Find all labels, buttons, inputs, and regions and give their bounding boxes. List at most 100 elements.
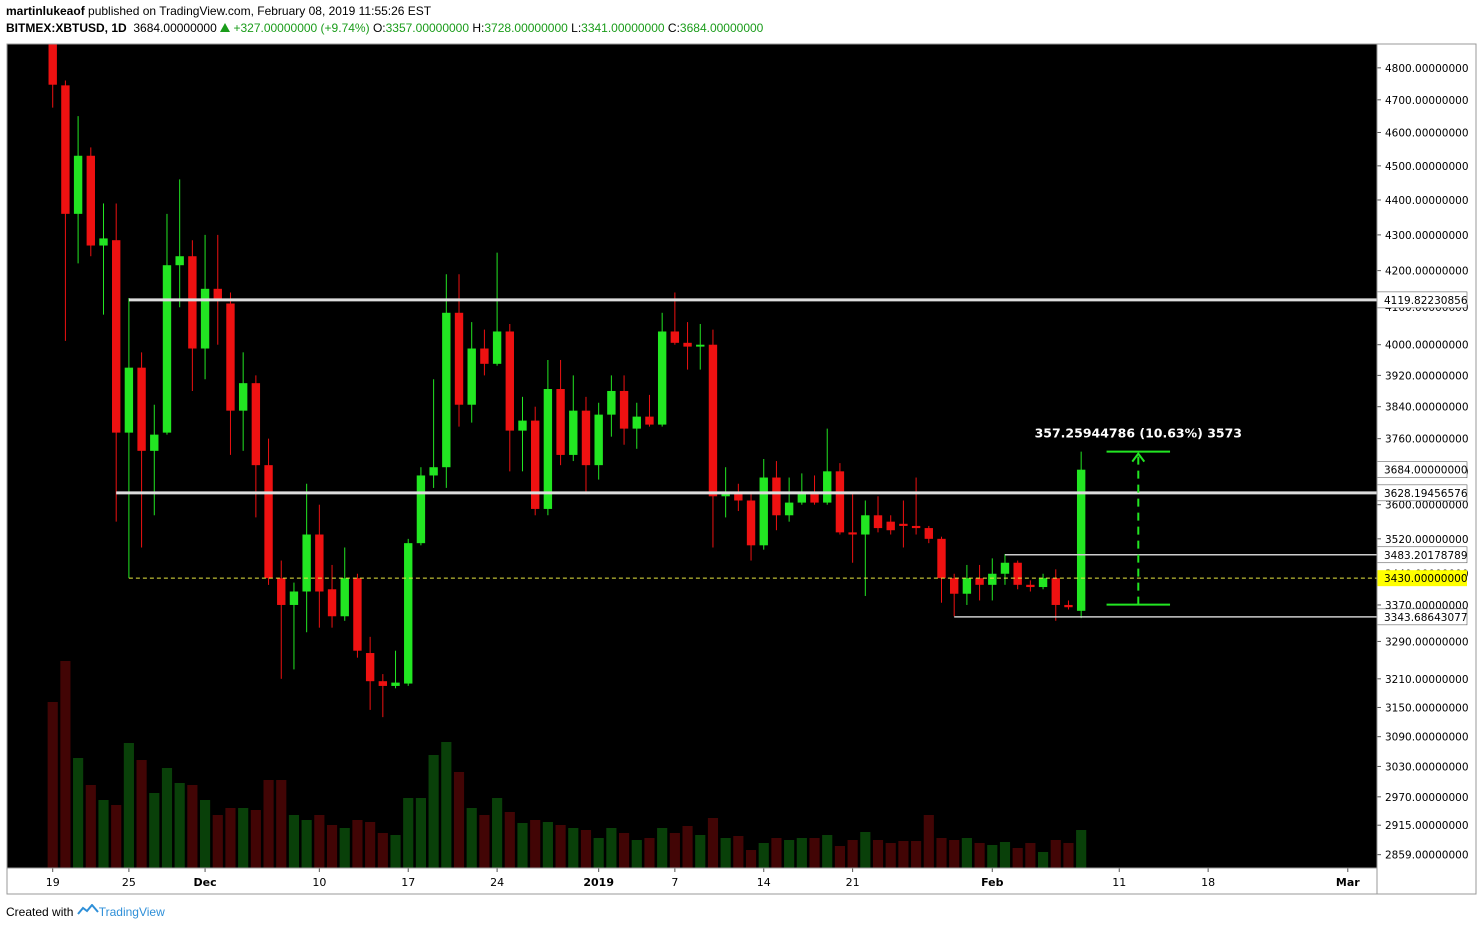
candle-body: [213, 288, 222, 300]
volume-bar: [60, 661, 71, 868]
logo: [76, 903, 99, 915]
volume-bar: [860, 832, 871, 868]
y-tick-label: 3840.00000000: [1385, 402, 1469, 414]
candle-body: [835, 471, 845, 533]
volume-bar: [999, 842, 1011, 868]
frame: [6, 43, 1477, 895]
ohlc: O:3357.00000000 H:3728.00000000 L:3341.0…: [373, 21, 763, 35]
ohlc-value: 3357.00000000: [385, 21, 470, 35]
candle-body: [73, 155, 83, 214]
volume-bar: [453, 772, 465, 868]
candle-body: [657, 331, 667, 425]
volume-bar: [441, 742, 452, 868]
candle-body: [1051, 578, 1060, 605]
plot: 357.25944786 (10.63%) 3573: [47, 44, 1377, 868]
volume-bar: [136, 760, 147, 868]
author[interactable]: martinlukeaof: [6, 4, 85, 18]
volume-bar: [47, 702, 58, 868]
volume-bar: [390, 835, 401, 868]
candle-body: [505, 331, 514, 431]
candle-body: [797, 492, 807, 503]
x-tick-label: 24: [490, 876, 504, 889]
x-tick-label: 10: [312, 876, 326, 889]
level-label: 3343.68643077: [1384, 612, 1468, 624]
volume-bar: [339, 828, 350, 868]
candle-body: [873, 515, 883, 529]
candle-body: [264, 465, 273, 579]
volume-bar: [822, 835, 833, 868]
volume-bar: [238, 808, 249, 868]
volume-bar: [314, 815, 325, 868]
candle-body: [277, 578, 286, 605]
ohlc-key: C:: [667, 21, 680, 35]
y-tick-label: 3920.00000000: [1385, 370, 1469, 382]
volume-bar: [695, 835, 706, 868]
candle-body: [810, 492, 819, 503]
candle-body: [632, 416, 641, 429]
volume-bar: [530, 820, 541, 868]
candle-body: [886, 521, 895, 531]
candle-body: [188, 256, 197, 349]
volume-bar: [987, 845, 998, 868]
volume-bar: [885, 843, 896, 868]
brand[interactable]: TradingView: [98, 905, 165, 919]
x-tick-label: Dec: [194, 876, 217, 889]
volume-bar: [974, 843, 985, 868]
x-tick-label: 17: [401, 876, 415, 889]
candle-body: [619, 390, 629, 429]
y-tick-label: 3290.00000000: [1385, 636, 1469, 648]
x-tick-label: 19: [46, 876, 60, 889]
axes: 4800.00000000 4700.00000000 4600.00000000 4…: [46, 63, 1469, 889]
candle-body: [607, 390, 616, 415]
candle-body: [429, 467, 438, 476]
volume-bar: [707, 818, 719, 868]
y-tick-label: 3150.00000000: [1385, 702, 1469, 714]
volume-bar: [504, 812, 515, 868]
candle-body: [442, 312, 451, 468]
volume-bar: [250, 810, 261, 868]
candle-body: [315, 534, 324, 592]
volume-bar: [771, 838, 782, 868]
candle-body: [226, 303, 235, 411]
volume-bar: [263, 780, 274, 868]
price-axis: [1377, 44, 1476, 868]
volume-bar: [733, 836, 744, 868]
volume-bar: [631, 840, 642, 868]
candle-body: [467, 348, 476, 405]
volume-bar: [428, 755, 439, 868]
candle-body: [708, 344, 718, 497]
volume-bar: [657, 828, 668, 868]
candle-body: [251, 383, 261, 466]
candle-body: [289, 591, 299, 605]
volume-bar: [1025, 843, 1036, 868]
volume-bar: [466, 808, 477, 868]
y-tick-label: 3090.00000000: [1385, 732, 1469, 744]
candle-body: [962, 578, 972, 594]
volume-bar: [1050, 840, 1061, 868]
candle-body: [480, 348, 489, 364]
candle-body: [112, 240, 121, 433]
volume-bar: [580, 830, 592, 868]
candle-body: [200, 288, 210, 349]
volume-bar: [161, 768, 173, 868]
candle-body: [150, 434, 159, 451]
candle-body: [238, 383, 248, 411]
candle-body: [404, 543, 413, 684]
x-tick-label: Feb: [981, 876, 1004, 889]
volume-bar: [911, 841, 922, 868]
volume-bar: [479, 815, 490, 868]
x-tick-label: 11: [1112, 876, 1126, 889]
candle-body: [569, 410, 578, 455]
measure-label: 357.25944786 (10.63%) 3573: [1035, 426, 1242, 441]
volume-bar: [149, 793, 160, 868]
plot-area: [7, 44, 1377, 868]
candle-body: [137, 367, 146, 451]
y-tick-label: 3030.00000000: [1385, 761, 1469, 773]
ohlc-value: 3728.00000000: [484, 21, 568, 35]
volume-bar: [276, 780, 287, 868]
volume-bar: [73, 758, 84, 868]
y-tick-label: 4700.00000000: [1385, 95, 1469, 107]
candle-body: [861, 515, 870, 535]
volume-bar: [618, 833, 630, 868]
